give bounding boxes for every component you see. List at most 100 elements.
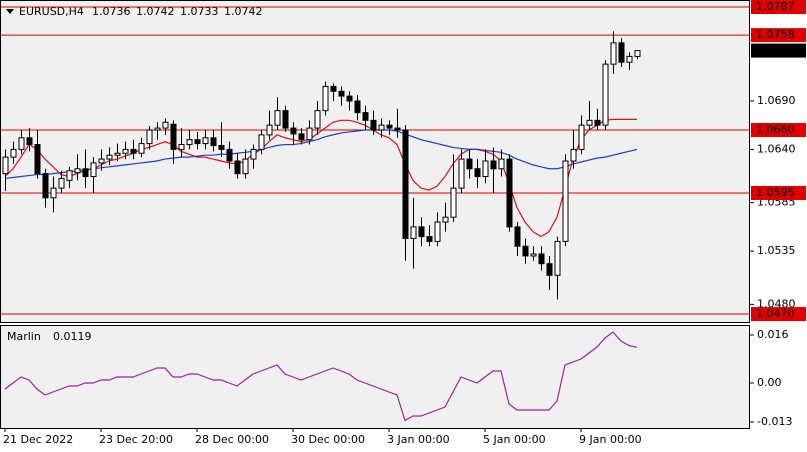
level-label-box bbox=[751, 123, 806, 138]
candle-body bbox=[362, 112, 369, 121]
candle-body bbox=[490, 160, 497, 170]
x-tick-label: 28 Dec 00:00 bbox=[195, 433, 269, 446]
candle-body bbox=[50, 187, 57, 199]
indicator-tick-label: 0.016 bbox=[757, 328, 789, 341]
candle-body bbox=[466, 158, 473, 170]
candle-body bbox=[226, 148, 233, 162]
candle-body bbox=[426, 236, 433, 242]
candle-body bbox=[538, 253, 545, 265]
candle-body bbox=[410, 226, 417, 240]
candle-body bbox=[306, 127, 313, 141]
candle-body bbox=[338, 90, 345, 97]
candle-body bbox=[242, 158, 249, 175]
candle-body bbox=[442, 216, 449, 223]
y-tick-label: 1.0640 bbox=[757, 142, 796, 155]
candle-body bbox=[274, 110, 281, 126]
y-tick-label: 1.0535 bbox=[757, 244, 796, 257]
candle-body bbox=[434, 221, 441, 242]
candle-body bbox=[298, 133, 305, 141]
candle-body bbox=[98, 158, 105, 164]
candle-body bbox=[634, 50, 641, 57]
close-value: 1.0742 bbox=[224, 5, 263, 18]
candle-body bbox=[482, 160, 489, 178]
candle-body bbox=[546, 263, 553, 276]
candle-body bbox=[266, 124, 273, 136]
candle-body bbox=[162, 121, 169, 129]
candle-body bbox=[578, 124, 585, 150]
candle-body bbox=[106, 154, 113, 160]
candle-body bbox=[554, 240, 561, 276]
candle-body bbox=[314, 110, 321, 129]
x-tick-label: 3 Jan 00:00 bbox=[387, 433, 450, 446]
candle-body bbox=[250, 148, 257, 160]
candle-body bbox=[210, 137, 217, 147]
candle-body bbox=[626, 55, 633, 63]
x-tick-label: 21 Dec 2022 bbox=[3, 433, 73, 446]
x-tick-label: 5 Jan 00:00 bbox=[483, 433, 546, 446]
candle-body bbox=[202, 137, 209, 145]
candle-body bbox=[506, 158, 513, 228]
main-pane bbox=[0, 0, 750, 323]
indicator-tick-label: -0.013 bbox=[757, 415, 792, 428]
price-label-box bbox=[751, 43, 806, 58]
candle-body bbox=[474, 168, 481, 178]
candle-body bbox=[450, 187, 457, 218]
candle-body bbox=[170, 123, 177, 150]
level-label: 1.0787 bbox=[756, 0, 795, 13]
candle-body bbox=[330, 85, 337, 92]
candle-body bbox=[290, 127, 297, 135]
candle-body bbox=[138, 143, 145, 154]
candle-body bbox=[114, 152, 121, 156]
line-series bbox=[4, 331, 638, 422]
candle-body bbox=[18, 137, 25, 150]
candle-body bbox=[346, 95, 353, 102]
candle-body bbox=[618, 42, 625, 63]
level-label-box bbox=[751, 185, 806, 200]
candle-body bbox=[402, 129, 409, 240]
level-label-box bbox=[751, 28, 806, 43]
candle-body bbox=[370, 119, 377, 131]
candle-body bbox=[530, 253, 537, 257]
line-series bbox=[4, 129, 638, 180]
candle-body bbox=[562, 160, 569, 242]
candle-body bbox=[178, 144, 185, 150]
candle-body bbox=[2, 156, 9, 175]
candle-body bbox=[594, 119, 601, 126]
candle-body bbox=[418, 226, 425, 238]
open-value: 1.0736 bbox=[92, 5, 131, 18]
level-label: 1.0595 bbox=[756, 186, 795, 199]
x-tick-label: 9 Jan 00:00 bbox=[579, 433, 642, 446]
candle-body bbox=[74, 168, 81, 174]
candle-body bbox=[602, 63, 609, 126]
candle-body bbox=[378, 124, 385, 131]
candle-body bbox=[458, 158, 465, 189]
candle-body bbox=[522, 245, 529, 257]
candle-body bbox=[34, 144, 41, 175]
chart-title: EURUSD,H4 bbox=[19, 5, 84, 18]
indicator-name: Marlin bbox=[7, 330, 41, 343]
candle-body bbox=[354, 100, 361, 114]
high-value: 1.0742 bbox=[136, 5, 175, 18]
candle-body bbox=[218, 145, 225, 150]
level-label-box bbox=[751, 0, 806, 15]
indicator-pane bbox=[0, 325, 750, 429]
menu-triangle bbox=[6, 9, 14, 14]
x-tick-label: 23 Dec 20:00 bbox=[99, 433, 173, 446]
candle-body bbox=[498, 158, 505, 170]
candle-body bbox=[66, 170, 73, 181]
candle-body bbox=[282, 110, 289, 129]
level-label: 1.0660 bbox=[756, 123, 795, 136]
candle-body bbox=[186, 139, 193, 146]
candle-body bbox=[586, 119, 593, 126]
candle-body bbox=[610, 42, 617, 65]
indicator-value: 0.0119 bbox=[53, 330, 92, 343]
candle-body bbox=[394, 127, 401, 131]
y-tick-label: 1.0690 bbox=[757, 94, 796, 107]
candle-body bbox=[58, 177, 65, 189]
line-series bbox=[4, 118, 637, 238]
level-label-box bbox=[751, 307, 806, 322]
candle-body bbox=[42, 173, 49, 199]
candle-body bbox=[386, 124, 393, 129]
candle-body bbox=[146, 129, 153, 145]
